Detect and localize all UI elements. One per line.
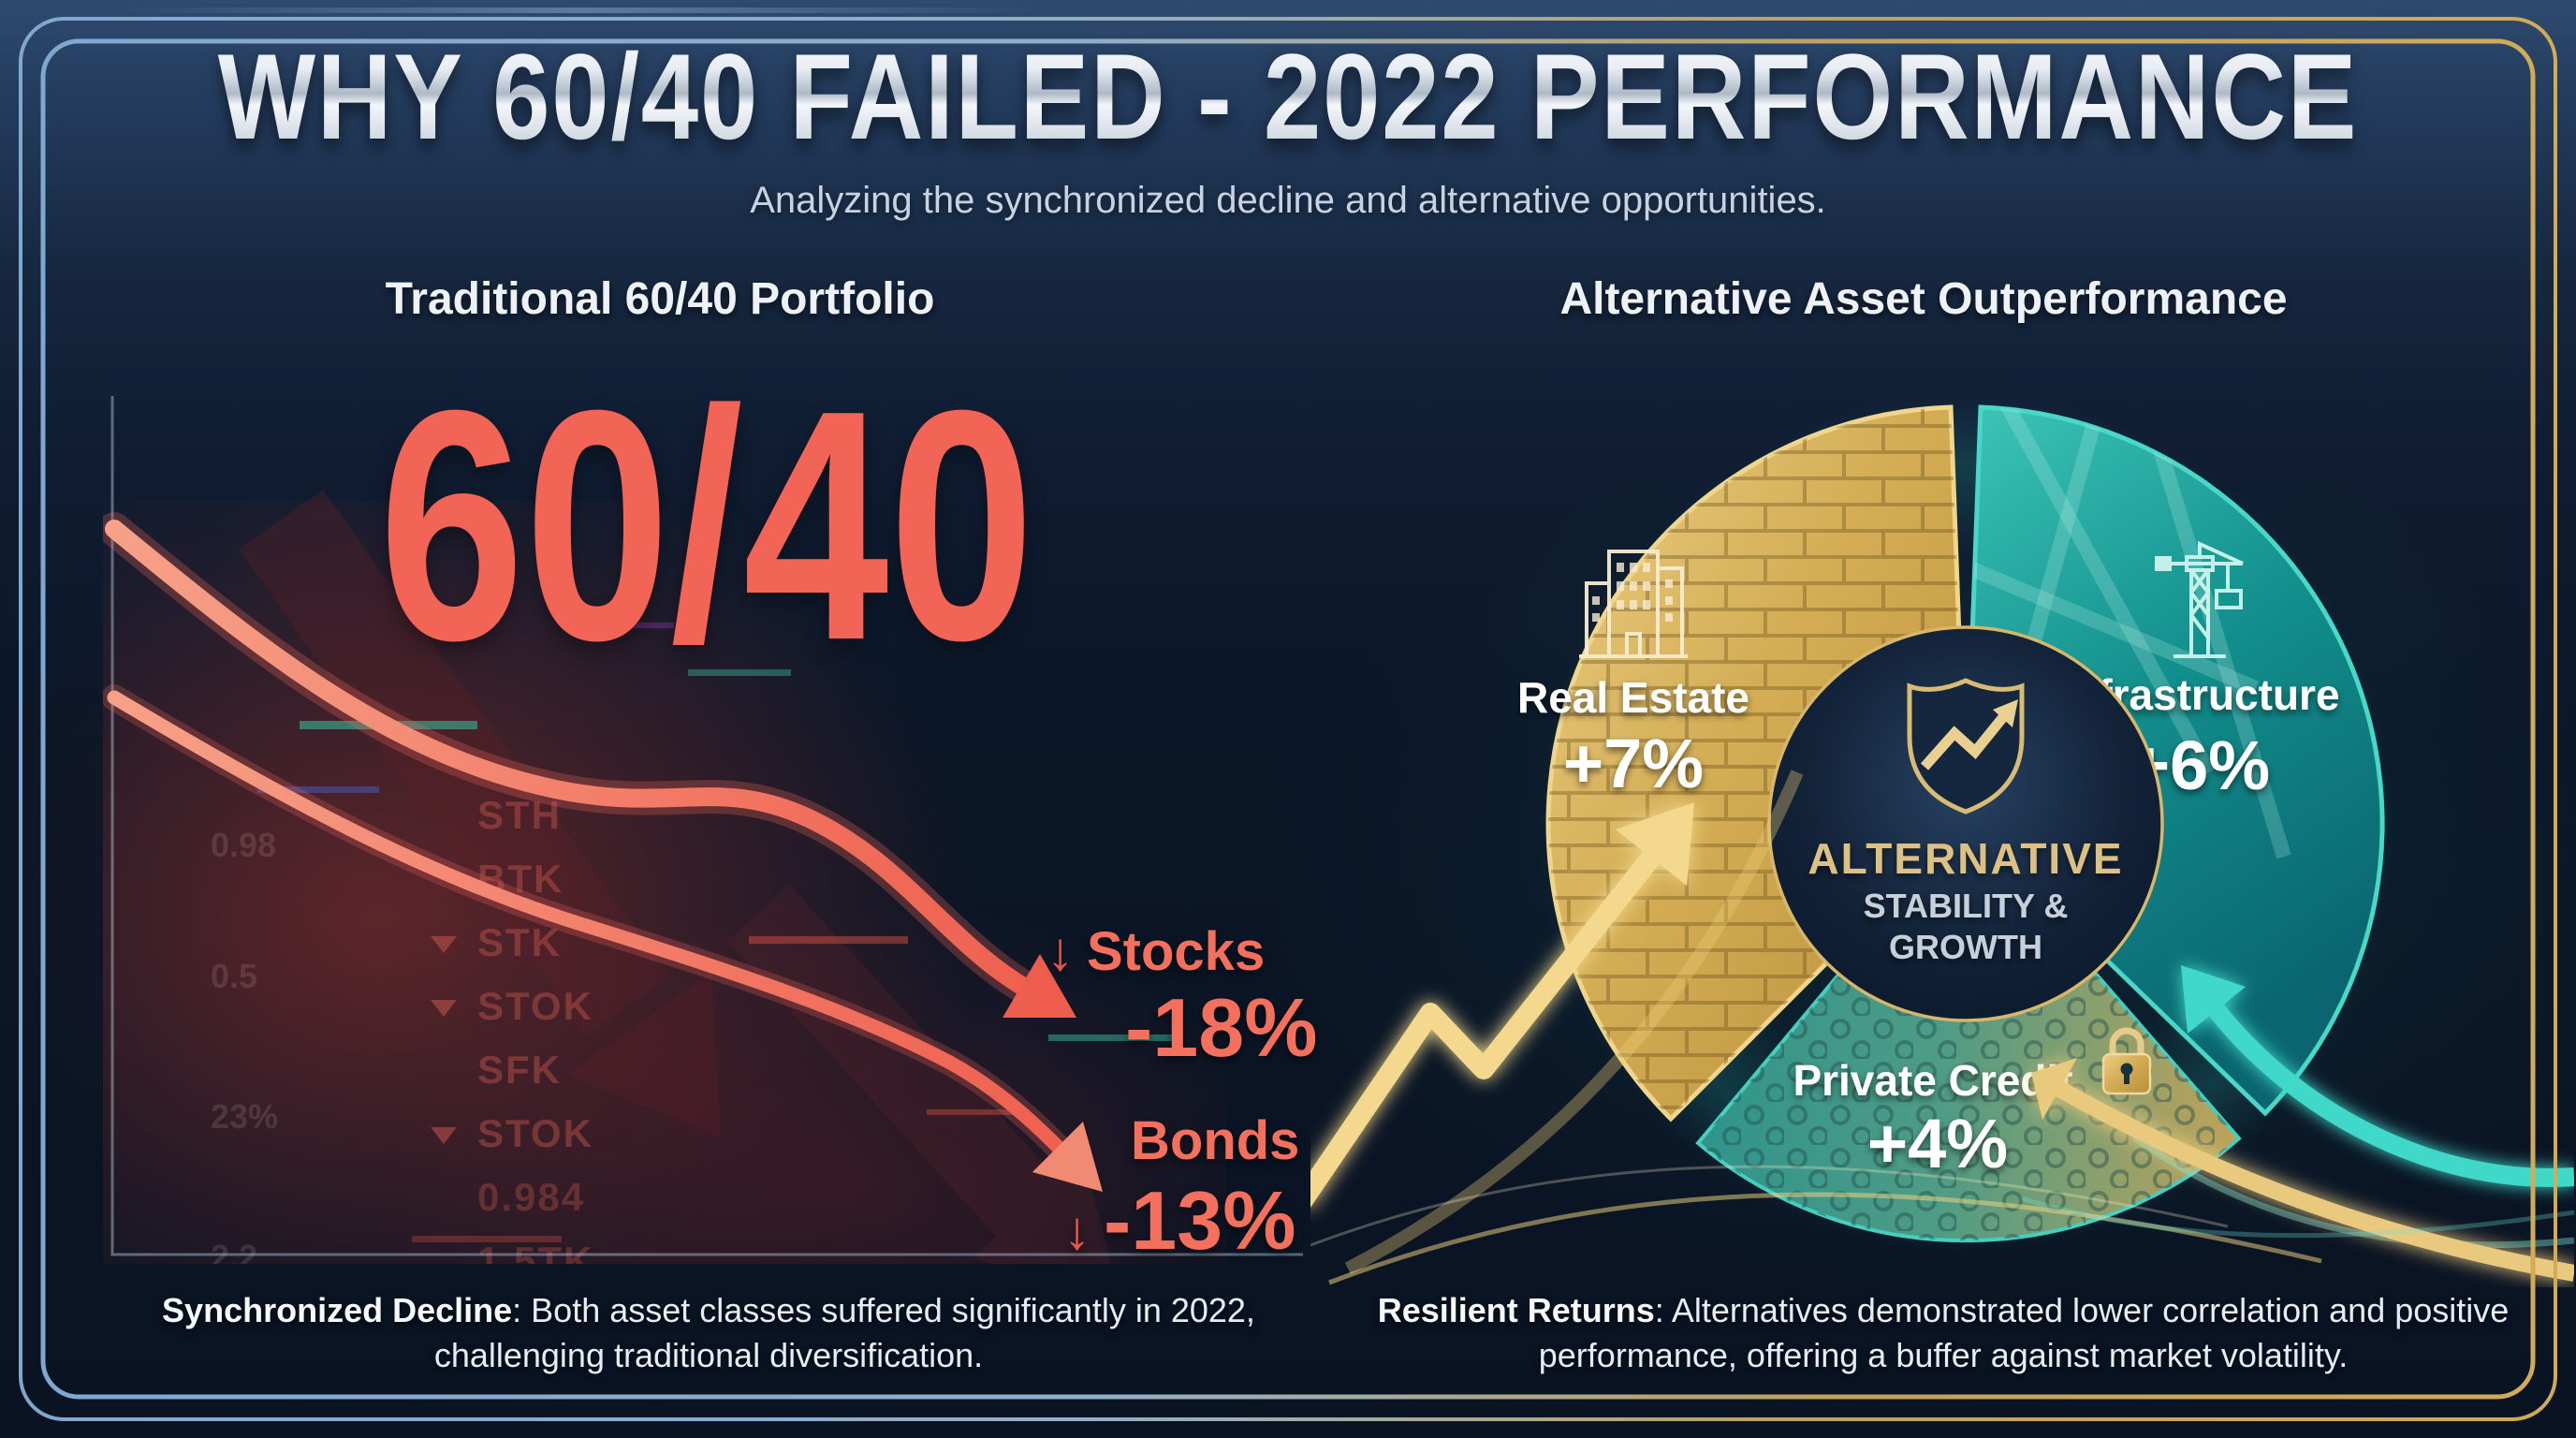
center-line1: ALTERNATIVE bbox=[1808, 834, 2123, 883]
left-caption-lead: Synchronized Decline bbox=[162, 1291, 513, 1329]
right-caption: Resilient Returns: Alternatives demonstr… bbox=[1344, 1288, 2542, 1377]
bonds-value-text: -13% bbox=[1104, 1174, 1296, 1267]
left-panel-title: Traditional 60/40 Portfolio bbox=[385, 274, 935, 324]
right-caption-body: : Alternatives demonstrated lower correl… bbox=[1538, 1291, 2510, 1374]
alternatives-donut-chart: Real Estate +7% Infrastructure +6% Priva… bbox=[1310, 370, 2574, 1287]
real-estate-value: +7% bbox=[1563, 725, 1704, 802]
private-credit-label: Private Credit bbox=[1793, 1056, 2072, 1105]
center-line2: STABILITY & bbox=[1864, 887, 2069, 925]
stocks-value-text: -18% bbox=[1125, 981, 1318, 1074]
page-title: WHY 60/40 FAILED - 2022 PERFORMANCE bbox=[217, 28, 2359, 165]
left-caption-body: : Both asset classes suffered significan… bbox=[433, 1291, 1255, 1374]
center-line3: GROWTH bbox=[1889, 928, 2042, 966]
down-arrow-icon: ↓ bbox=[1046, 921, 1074, 982]
traditional-6040-chart: STH BTK STK STOK SFK STOK 0.984 1.5TK 0.… bbox=[103, 362, 1317, 1267]
right-caption-lead: Resilient Returns bbox=[1377, 1291, 1655, 1329]
bonds-label-text: Bonds bbox=[1131, 1110, 1300, 1171]
bonds-value: ↓ -13% bbox=[1063, 1173, 1295, 1269]
real-estate-label: Real Estate bbox=[1517, 673, 1749, 722]
top-light-streak bbox=[122, 7, 1039, 13]
page-subtitle: Analyzing the synchronized decline and a… bbox=[750, 180, 1826, 221]
left-caption: Synchronized Decline: Both asset classes… bbox=[133, 1288, 1284, 1377]
stocks-value: -18% bbox=[1125, 980, 1317, 1076]
declining-curves-layer bbox=[103, 512, 1103, 1192]
right-panel-title: Alternative Asset Outperformance bbox=[1559, 274, 2288, 324]
stocks-label: ↓ Stocks bbox=[1046, 920, 1265, 983]
center-hub: ALTERNATIVE STABILITY & GROWTH bbox=[1767, 625, 2164, 1022]
stocks-label-text: Stocks bbox=[1087, 921, 1266, 982]
down-arrow-icon: ↓ bbox=[1063, 1200, 1090, 1261]
bonds-label: Bonds bbox=[1131, 1109, 1299, 1172]
